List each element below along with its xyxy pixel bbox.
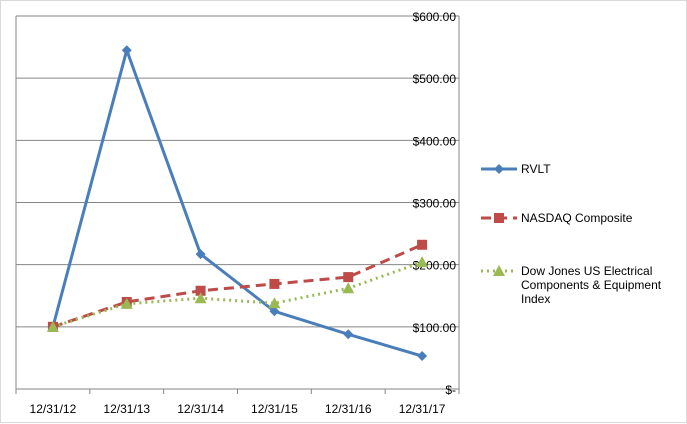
x-tick-label: 12/31/17 <box>399 402 446 416</box>
y-tick-label: $100.00 <box>413 321 457 335</box>
data-point <box>120 297 133 309</box>
y-tick-label: $- <box>445 383 456 397</box>
data-point <box>343 329 354 340</box>
x-tick-label: 12/31/16 <box>325 402 372 416</box>
legend-swatch <box>481 164 517 174</box>
data-point <box>269 278 280 289</box>
y-tick-label: $400.00 <box>413 134 457 148</box>
legend-swatch <box>481 213 517 223</box>
y-tick-label: $600.00 <box>413 10 457 24</box>
data-point <box>269 306 280 317</box>
series-line-0 <box>51 45 423 358</box>
data-point <box>121 45 132 56</box>
y-tick-label: $500.00 <box>413 72 457 86</box>
data-point <box>46 320 59 332</box>
legend-label: Dow Jones US Electrical Components & Equ… <box>521 264 662 306</box>
x-tick-label: 12/31/15 <box>251 402 298 416</box>
data-point <box>342 282 355 294</box>
data-point <box>417 239 428 250</box>
x-tick-label: 12/31/13 <box>103 402 150 416</box>
data-point <box>194 292 207 304</box>
data-point <box>416 256 429 268</box>
data-point <box>417 351 428 362</box>
y-tick-label: $300.00 <box>413 197 457 211</box>
x-tick-label: 12/31/14 <box>177 402 224 416</box>
data-point <box>195 285 206 296</box>
series-line-2 <box>52 260 423 329</box>
data-point <box>195 249 206 260</box>
series-line-1 <box>52 243 423 329</box>
x-tick-label: 12/31/12 <box>30 402 77 416</box>
data-point <box>268 297 281 309</box>
legend-label: RVLT <box>521 162 551 176</box>
legend-swatch <box>481 265 517 276</box>
data-point <box>343 272 354 283</box>
legend-label: NASDAQ Composite <box>521 211 633 225</box>
